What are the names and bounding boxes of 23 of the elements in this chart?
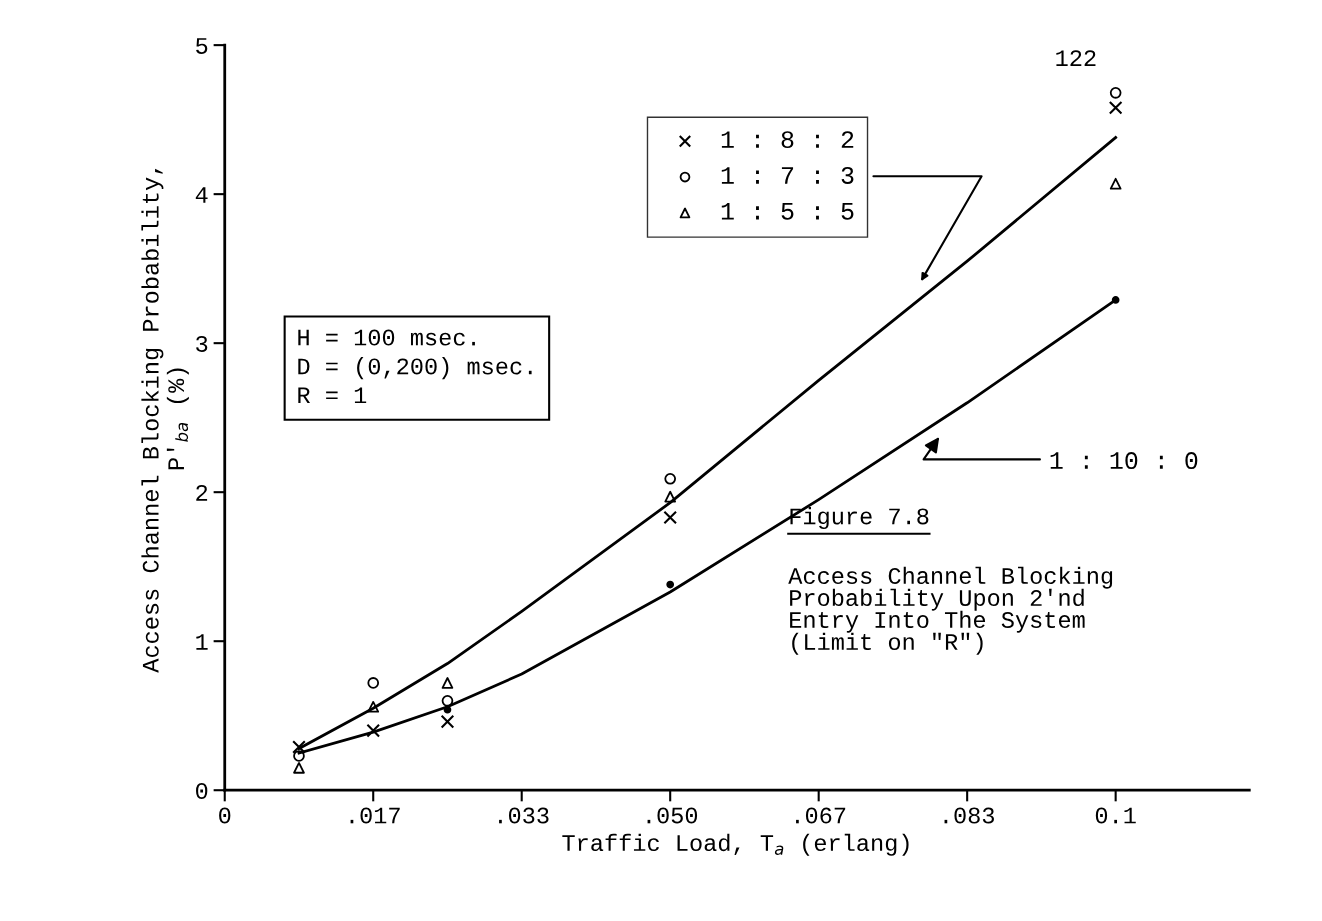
- text: Traffic Load, T$_{a}$ (erlang): [562, 833, 909, 856]
- legend-label: 1 : 7 : 3: [721, 166, 854, 184]
- y-tick-label: 2: [196, 484, 208, 501]
- y-tick-label: 3: [196, 335, 208, 352]
- annotation: H = 100 msec. D = (0,200) msec. R = 1: [298, 329, 532, 404]
- y-tick-label: 5: [196, 38, 208, 54]
- x-tick-label: .017: [350, 807, 400, 824]
- x-tick-label: .067: [796, 807, 846, 824]
- legend-label: 1 : 5 : 5: [721, 202, 854, 220]
- x-tick-label: .050: [647, 807, 698, 824]
- y-tick-label: 1: [196, 634, 208, 650]
- x-tick-label: .033: [499, 807, 549, 824]
- x-tick-label: .083: [944, 807, 994, 824]
- annotation: Access Channel Blocking Probability Upon 2'nd Entry Into The System (Limit on "R"): [788, 566, 1113, 655]
- y-tick-label: 4: [195, 187, 208, 203]
- text: Access Channel Blocking Probability, P′$_{ba}$ (%): [141, 168, 189, 673]
- y-tick-label: 0: [196, 782, 208, 800]
- legend-label: 1 : 8 : 2: [721, 131, 854, 149]
- x-tick-label: 0: [219, 807, 231, 824]
- annotation: Figure 7.8: [790, 507, 929, 530]
- legend-label: 1 : 10 : 0: [1050, 452, 1198, 470]
- annotation: 122: [1056, 50, 1096, 66]
- x-tick-label: 0.1: [1095, 807, 1136, 824]
